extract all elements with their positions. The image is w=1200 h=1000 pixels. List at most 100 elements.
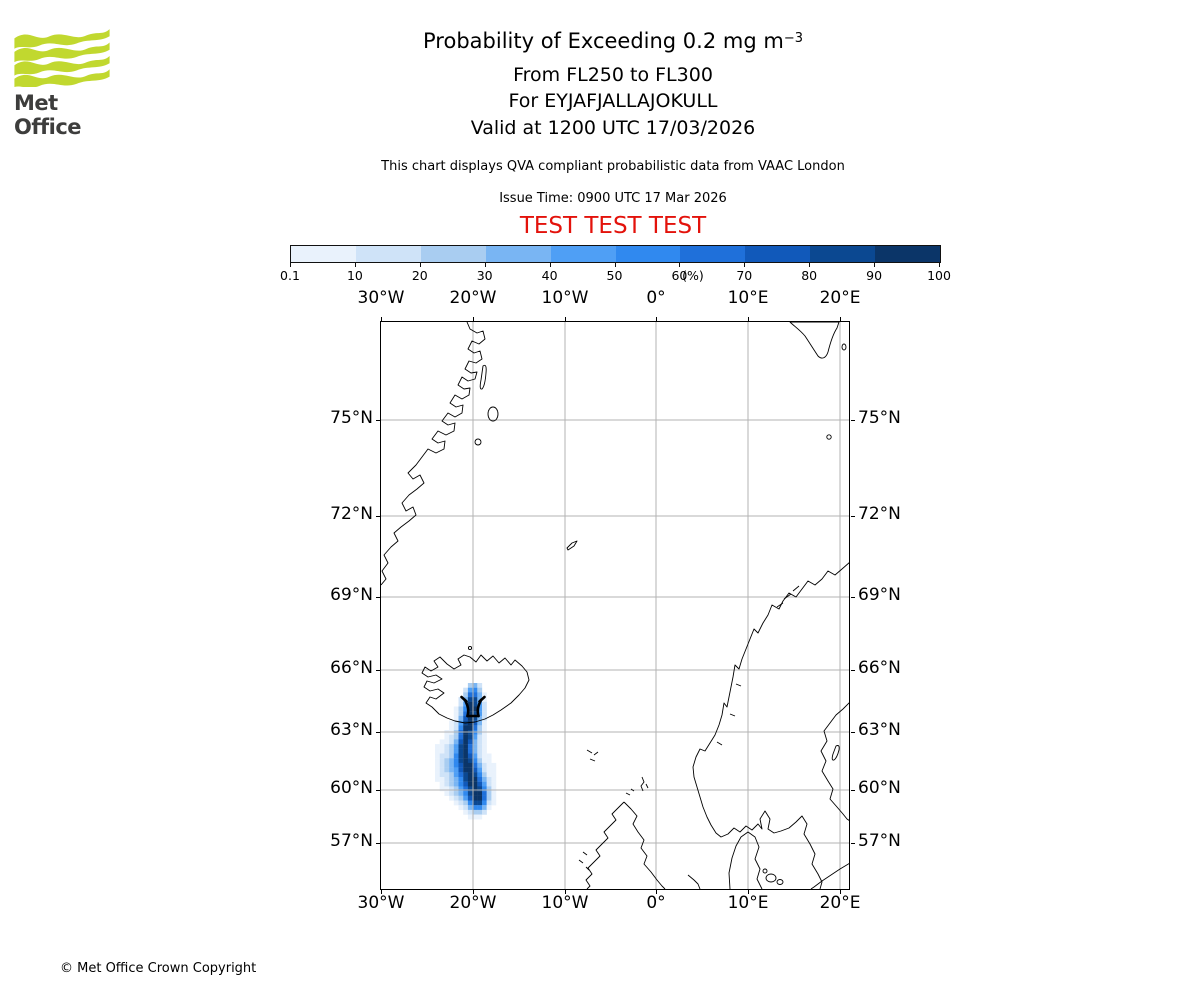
y-axis-label-right: 66°N bbox=[858, 658, 901, 678]
colorbar-segment bbox=[550, 246, 616, 262]
plume-cell bbox=[482, 805, 487, 811]
plume-cell bbox=[477, 697, 483, 702]
y-axis-label-right: 57°N bbox=[858, 831, 901, 851]
plume-cell bbox=[439, 786, 445, 792]
colorbar-segment bbox=[355, 246, 421, 262]
plume-cell bbox=[472, 720, 478, 726]
colorbar-segment bbox=[810, 246, 876, 262]
plume-cell bbox=[463, 758, 469, 764]
plume-cell bbox=[467, 800, 473, 806]
colorbar-segment bbox=[291, 246, 356, 262]
plume-cell bbox=[472, 814, 478, 820]
plume-cell bbox=[467, 814, 473, 820]
y-axis-label-left: 75°N bbox=[330, 408, 373, 428]
plume-cell bbox=[477, 805, 483, 811]
plume-cell bbox=[486, 781, 492, 787]
funen-island bbox=[776, 879, 784, 885]
plume-cell bbox=[491, 777, 497, 782]
plume-cell bbox=[472, 706, 478, 712]
y-axis-tick-right bbox=[851, 732, 855, 733]
plume-cell bbox=[491, 795, 497, 801]
plume-cell bbox=[472, 725, 478, 731]
plume-cell bbox=[472, 791, 478, 796]
plume-cell bbox=[482, 777, 487, 782]
plume-cell bbox=[453, 800, 459, 806]
plume-cell bbox=[472, 767, 478, 773]
svalbard-coastline bbox=[789, 322, 840, 359]
plume-cell bbox=[482, 795, 487, 801]
plume-cell bbox=[482, 758, 487, 764]
y-axis-label-right: 72°N bbox=[858, 504, 901, 524]
jan-mayen-island bbox=[566, 540, 578, 551]
colorbar-unit-label: (%) bbox=[682, 268, 704, 283]
plume-cell bbox=[435, 753, 440, 759]
plume-cell bbox=[486, 777, 492, 782]
plume-cell bbox=[486, 772, 492, 778]
probability-colorbar bbox=[290, 245, 941, 263]
plume-cell bbox=[482, 809, 487, 815]
colorbar-tick-label: 20 bbox=[411, 268, 428, 283]
colorbar-tick-label: 80 bbox=[801, 268, 818, 283]
plume-cell bbox=[472, 777, 478, 782]
plume-cell bbox=[472, 795, 478, 801]
plume-cell bbox=[453, 739, 459, 745]
x-axis-label-bottom: 30°W bbox=[357, 893, 405, 913]
plume-cell bbox=[491, 767, 497, 773]
plume-cell bbox=[472, 748, 478, 754]
plume-cell bbox=[453, 711, 459, 717]
zealand-island bbox=[765, 873, 777, 883]
x-axis-tick-bottom bbox=[565, 890, 566, 894]
plume-cell bbox=[449, 762, 454, 768]
iceland-coastline bbox=[421, 654, 530, 724]
plume-cell bbox=[486, 805, 492, 811]
plume-cell bbox=[482, 697, 487, 702]
plume-cell bbox=[482, 734, 487, 740]
plume-cell bbox=[472, 711, 478, 717]
x-axis-label-top: 30°W bbox=[357, 288, 405, 308]
y-axis-tick-right bbox=[851, 516, 855, 517]
x-axis-label-bottom: 0° bbox=[646, 893, 666, 913]
plume-cell bbox=[435, 744, 440, 749]
y-axis-tick-left bbox=[376, 597, 380, 598]
plume-cell bbox=[477, 687, 483, 693]
y-axis-label-right: 63°N bbox=[858, 720, 901, 740]
plume-cell bbox=[449, 753, 454, 759]
plume-cell bbox=[449, 725, 454, 731]
plume-cell bbox=[491, 772, 497, 778]
y-axis-tick-left bbox=[376, 790, 380, 791]
plume-cell bbox=[463, 692, 469, 698]
plume-cell bbox=[467, 781, 473, 787]
plume-cell bbox=[444, 781, 450, 787]
colorbar-tick-label: 0.1 bbox=[280, 268, 300, 283]
y-axis-label-left: 72°N bbox=[330, 504, 373, 524]
colorbar-tick bbox=[874, 263, 876, 267]
plume-cell bbox=[453, 720, 459, 726]
plume-cell bbox=[458, 711, 464, 717]
colorbar-tick-label: 100 bbox=[927, 268, 951, 283]
x-axis-tick-top bbox=[381, 317, 382, 321]
plume-cell bbox=[458, 753, 464, 759]
plume-cell bbox=[467, 758, 473, 764]
plume-cell bbox=[467, 683, 473, 688]
plume-cell bbox=[472, 683, 478, 688]
bear-island bbox=[826, 434, 832, 440]
plume-cell bbox=[467, 795, 473, 801]
plume-cell bbox=[453, 791, 459, 796]
colorbar-tick-label: 30 bbox=[476, 268, 493, 283]
plume-cell bbox=[458, 762, 464, 768]
colorbar-segment bbox=[875, 246, 941, 262]
norway-fjord-islets bbox=[716, 683, 742, 746]
plume-cell bbox=[467, 687, 473, 693]
plume-cell bbox=[444, 744, 450, 749]
plume-cell bbox=[491, 800, 497, 806]
plume-cell bbox=[486, 800, 492, 806]
x-axis-tick-bottom bbox=[381, 890, 382, 894]
plume-cell bbox=[467, 744, 473, 749]
plume-cell bbox=[453, 767, 459, 773]
x-axis-tick-bottom bbox=[840, 890, 841, 894]
subtitle-valid-time: Valid at 1200 UTC 17/03/2026 bbox=[470, 117, 756, 139]
plume-cell bbox=[467, 805, 473, 811]
issue-time: Issue Time: 0900 UTC 17 Mar 2026 bbox=[499, 191, 727, 206]
plume-cell bbox=[486, 753, 492, 759]
plume-cell bbox=[458, 706, 464, 712]
